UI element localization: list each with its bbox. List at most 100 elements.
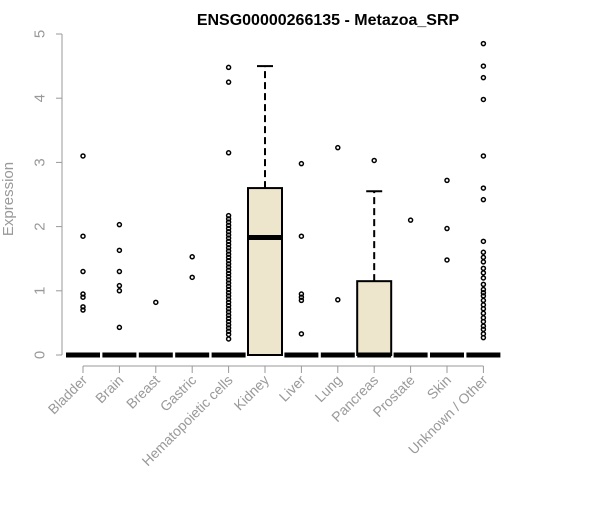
outlier-point [225, 289, 232, 296]
outlier-point [480, 306, 487, 312]
outlier-point [298, 294, 305, 300]
outlier-point [80, 304, 86, 310]
outlier-point [480, 310, 487, 317]
outlier-point [225, 225, 232, 232]
boxes-layer [66, 40, 501, 358]
y-tick-label: 2 [32, 222, 49, 230]
outlier-point [480, 63, 487, 69]
outlier-point [480, 297, 487, 304]
outlier-point [298, 233, 305, 239]
y-tick-label: 5 [32, 30, 49, 38]
outlier-point [225, 325, 232, 331]
iqr-box [247, 187, 283, 356]
outlier-point [225, 318, 232, 325]
outlier-point [225, 293, 232, 299]
outlier-point [225, 277, 232, 283]
outlier-point [225, 306, 232, 312]
y-tick-label: 4 [32, 94, 49, 102]
outlier-point [225, 283, 232, 290]
outlier-point [335, 297, 341, 303]
outlier-point [225, 322, 232, 328]
outlier-point [480, 323, 487, 329]
outlier-point [225, 302, 232, 309]
outlier-point [444, 225, 450, 232]
outlier-point [225, 312, 232, 318]
box-kidney [247, 65, 283, 356]
outlier-point [480, 96, 487, 103]
outlier-point [407, 217, 414, 223]
x-tick-label-kidney: Kidney [231, 372, 273, 414]
y-axis: 0 1 2 3 4 5 [32, 30, 63, 359]
outlier-point [480, 238, 487, 245]
x-tick-label-lung: Lung [312, 372, 345, 405]
outlier-point [480, 153, 487, 159]
outlier-point [335, 144, 341, 151]
outlier-point [225, 254, 232, 261]
box-breast [138, 299, 173, 358]
y-tick-label: 1 [32, 287, 49, 295]
outlier-point [225, 280, 232, 286]
outlier-point [225, 150, 232, 156]
outlier-point [225, 222, 232, 229]
outlier-point [116, 247, 123, 254]
outlier-point [225, 212, 232, 219]
outlier-point [189, 274, 195, 281]
outlier-point [480, 196, 487, 203]
outlier-point [480, 74, 487, 81]
outlier-point [225, 296, 232, 302]
outlier-point [480, 289, 487, 296]
outlier-point [225, 273, 232, 280]
outlier-point [225, 238, 232, 245]
outlier-point [480, 318, 487, 325]
x-tick-label-bladder: Bladder [45, 372, 91, 418]
outlier-point [116, 288, 123, 294]
outlier-point [225, 245, 232, 251]
outlier-point [225, 270, 232, 277]
outlier-point [225, 79, 232, 85]
outlier-point [298, 297, 305, 304]
outlier-point [116, 268, 123, 275]
outlier-point [225, 261, 232, 267]
outlier-point [189, 254, 195, 260]
outlier-point [80, 233, 86, 239]
y-tick-label: 3 [32, 158, 49, 166]
chart-title: ENSG00000266135 - Metazoa_SRP [197, 12, 460, 29]
outlier-point [80, 291, 86, 297]
outlier-point [480, 249, 487, 256]
outlier-point [225, 336, 232, 342]
outlier-point [80, 307, 86, 313]
outlier-point [298, 160, 305, 167]
x-tick-label-brain: Brain [92, 372, 126, 406]
outlier-point [480, 286, 487, 293]
outlier-point [225, 331, 232, 338]
outlier-point [480, 265, 487, 272]
box-gastric [175, 254, 210, 358]
box-liver [284, 160, 319, 358]
x-tick-label-liver: Liver [276, 372, 309, 405]
box-unknown-other [466, 40, 501, 358]
outlier-point [225, 299, 232, 306]
outlier-point [116, 221, 123, 228]
x-tick-label-skin: Skin [424, 372, 455, 403]
iqr-box [356, 280, 393, 357]
outlier-point [225, 267, 232, 274]
outlier-point [225, 235, 232, 241]
x-tick-label-breast: Breast [123, 372, 163, 412]
box-prostate [393, 217, 428, 358]
outlier-point [298, 331, 305, 337]
outlier-point [225, 232, 232, 238]
outlier-point [80, 268, 86, 275]
outlier-point [80, 153, 86, 159]
outlier-point [225, 251, 232, 257]
outlier-point [225, 315, 232, 322]
outlier-point [80, 294, 86, 300]
outlier-point [480, 185, 487, 191]
box-skin [430, 177, 464, 358]
outlier-point [225, 309, 232, 315]
outlier-point [444, 257, 450, 263]
outlier-point [480, 275, 487, 281]
outlier-point [480, 326, 487, 333]
